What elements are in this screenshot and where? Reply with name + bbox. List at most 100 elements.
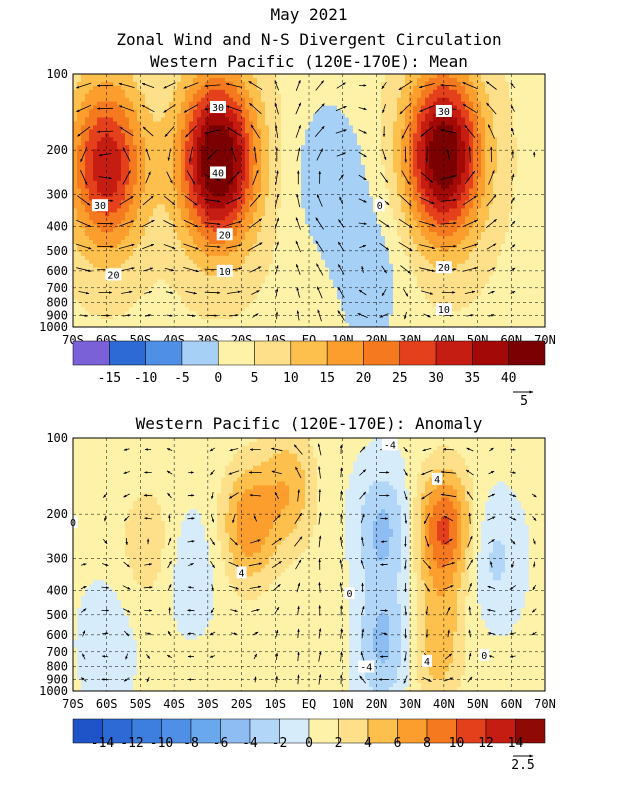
field-cell (433, 81, 438, 87)
field-cell (101, 153, 106, 158)
field-cell (205, 117, 210, 123)
field-cell (285, 125, 290, 130)
field-cell (149, 172, 154, 178)
field-cell (113, 172, 118, 178)
field-cell (73, 153, 78, 158)
field-cell (245, 137, 250, 142)
field-cell (409, 164, 414, 170)
field-cell (161, 74, 166, 79)
field-cell (245, 212, 250, 217)
field-cell (177, 192, 182, 198)
field-cell (297, 212, 302, 217)
field-cell (173, 168, 178, 174)
field-cell (197, 77, 202, 83)
field-cell (181, 149, 186, 154)
field-cell (381, 176, 386, 182)
field-cell (321, 188, 326, 194)
field-cell (469, 180, 474, 186)
field-cell (473, 228, 478, 233)
field-cell (321, 157, 326, 162)
field-cell (321, 200, 326, 206)
field-cell (437, 208, 442, 213)
field-cell (273, 149, 278, 154)
field-cell (109, 85, 114, 91)
field-cell (241, 74, 246, 79)
field-cell (177, 184, 182, 190)
field-cell (433, 113, 438, 119)
field-cell (441, 224, 446, 229)
field-cell (85, 157, 90, 162)
field-cell (85, 97, 90, 103)
field-cell (313, 101, 318, 107)
field-cell (233, 129, 238, 134)
field-cell (541, 125, 545, 130)
field-cell (481, 85, 486, 91)
field-cell (413, 81, 418, 87)
field-cell (325, 180, 330, 186)
field-cell (133, 85, 138, 91)
field-cell (505, 109, 510, 115)
field-cell (349, 149, 354, 154)
field-cell (117, 204, 122, 209)
field-cell (493, 109, 498, 115)
field-cell (209, 188, 214, 194)
field-cell (117, 97, 122, 103)
field-cell (125, 180, 130, 186)
field-cell (317, 216, 322, 221)
field-cell (89, 236, 94, 241)
field-cell (221, 133, 226, 138)
field-cell (485, 172, 490, 178)
field-cell (97, 176, 102, 182)
field-cell (213, 129, 218, 134)
field-cell (153, 204, 158, 209)
field-cell (205, 212, 210, 217)
field-cell (141, 105, 146, 111)
field-cell (477, 232, 482, 237)
field-cell (137, 97, 142, 103)
field-cell (349, 105, 354, 111)
field-cell (421, 85, 426, 91)
field-cell (257, 220, 262, 225)
field-cell (157, 228, 162, 233)
field-cell (381, 157, 386, 162)
field-cell (173, 149, 178, 154)
field-cell (489, 176, 494, 182)
field-cell (381, 180, 386, 186)
field-cell (477, 113, 482, 119)
field-cell (297, 172, 302, 178)
field-cell (373, 164, 378, 170)
field-cell (409, 228, 414, 233)
field-cell (249, 117, 254, 123)
field-cell (189, 160, 194, 166)
field-cell (517, 85, 522, 91)
field-cell (269, 232, 274, 237)
field-cell (473, 196, 478, 202)
field-cell (505, 228, 510, 233)
field-cell (313, 160, 318, 166)
field-cell (433, 137, 438, 142)
field-cell (289, 125, 294, 130)
field-cell (197, 212, 202, 217)
field-cell (289, 85, 294, 91)
field-cell (473, 105, 478, 111)
field-cell (529, 208, 534, 213)
field-cell (205, 97, 210, 103)
field-cell (253, 137, 258, 142)
field-cell (277, 200, 282, 206)
field-cell (501, 192, 506, 198)
field-cell (497, 216, 502, 221)
field-cell (269, 172, 274, 178)
field-cell (253, 228, 258, 233)
field-cell (477, 153, 482, 158)
field-cell (285, 117, 290, 123)
field-cell (445, 232, 450, 237)
field-cell (217, 141, 222, 146)
field-cell (437, 89, 442, 95)
field-cell (533, 89, 538, 95)
field-cell (105, 101, 110, 107)
field-cell (389, 101, 394, 107)
field-cell (301, 196, 306, 202)
field-cell (105, 236, 110, 241)
field-cell (189, 184, 194, 190)
field-cell (85, 220, 90, 225)
